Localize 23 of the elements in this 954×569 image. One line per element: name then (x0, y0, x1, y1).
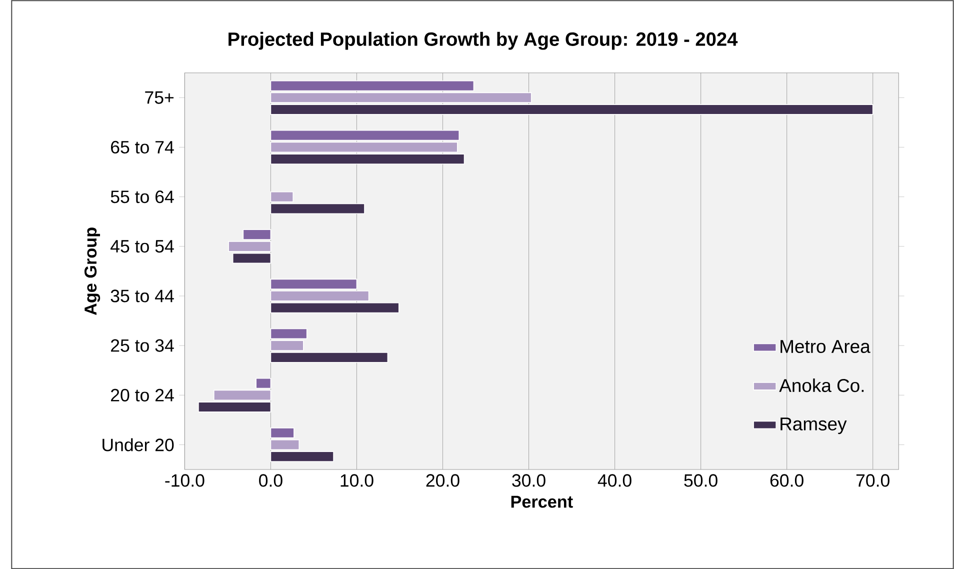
x-tick-label: -10.0 (165, 474, 204, 487)
y-tick-label: 65 to 74 (111, 140, 174, 154)
x-tick-label: 10.0 (340, 474, 374, 487)
legend-label: Anoka Co. (779, 378, 864, 392)
x-axis-title: Percent (511, 496, 573, 508)
legend-label: Ramsey (780, 417, 847, 434)
y-axis-title: Age Group (84, 227, 100, 315)
x-tick-label: 20.0 (426, 474, 460, 487)
x-tick-label: 70.0 (856, 474, 890, 487)
x-tick-label: 60.0 (770, 474, 804, 487)
x-tick-label: 40.0 (598, 474, 632, 487)
y-tick-label: 45 to 54 (110, 240, 174, 252)
y-tick-label: 25 to 34 (111, 339, 174, 352)
y-tick-label: 35 to 44 (110, 290, 174, 302)
y-tick-label: Under 20 (102, 438, 174, 452)
legend-label: Metro Area (780, 340, 870, 353)
x-tick-label: 0.0 (259, 474, 282, 487)
y-tick-label: 20 to 24 (111, 388, 174, 402)
chart-title: Projected Population Growth by Age Group: 2019 - 2024 (228, 32, 738, 50)
x-tick-label: 30.0 (512, 474, 546, 487)
x-tick-label: 50.0 (684, 474, 718, 487)
y-tick-label: 75+ (145, 91, 174, 104)
y-tick-label: 55 to 64 (110, 190, 174, 203)
